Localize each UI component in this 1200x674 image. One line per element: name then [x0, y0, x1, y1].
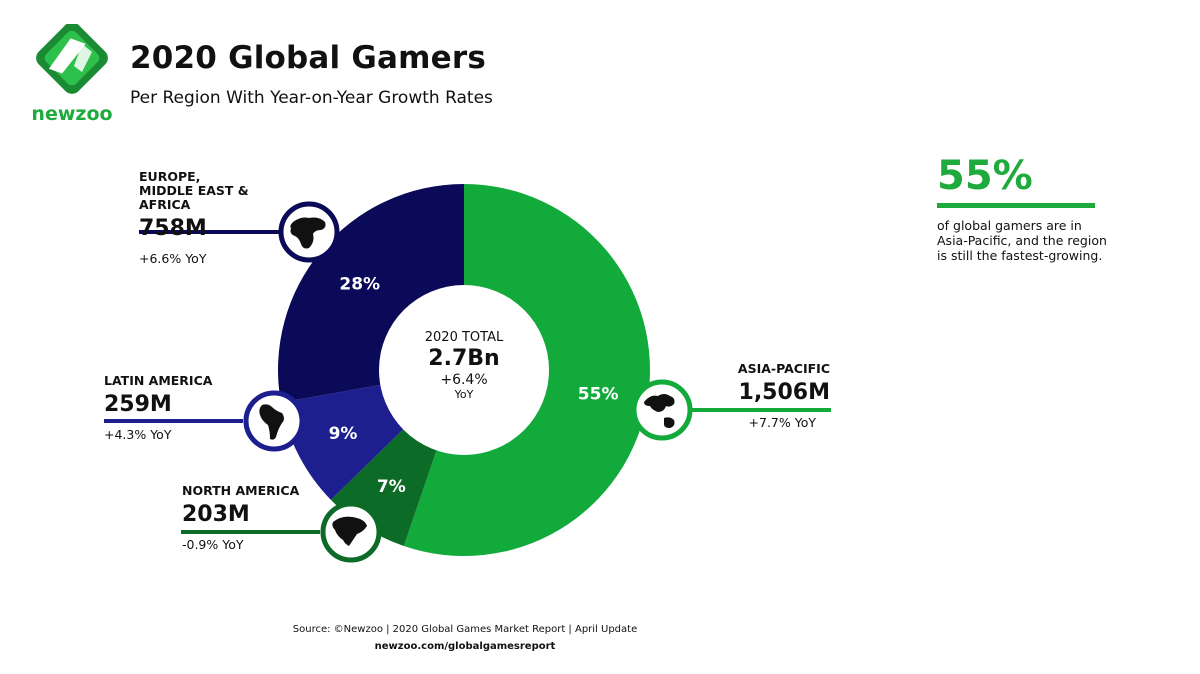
newzoo-logo: [36, 24, 108, 94]
source-note: Source: ©Newzoo | 2020 Global Games Mark…: [292, 624, 638, 635]
region-value: 203M: [182, 502, 250, 527]
center-growth: +6.4%: [440, 372, 488, 388]
region-growth: +7.7% YoY: [748, 415, 816, 430]
region-value: 259M: [104, 392, 172, 417]
callout-text: of global gamers are in Asia-Pacific, an…: [937, 218, 1107, 263]
center-total: 2020 TOTAL 2.7Bn +6.4% YoY: [384, 330, 544, 401]
source-url: newzoo.com/globalgamesreport: [374, 641, 556, 652]
slice-percent-label: 9%: [329, 424, 358, 444]
brand-name: newzoo: [31, 103, 113, 125]
region-latin-america: LATIN AMERICA 259M +4.3% YoY: [104, 373, 213, 443]
latin-america-map-icon: [243, 390, 305, 452]
region-name: LATIN AMERICA: [104, 373, 213, 388]
callout-bar: [937, 203, 1095, 208]
region-value: 1,506M: [738, 380, 830, 405]
region-emea: EUROPE, MIDDLE EAST & AFRICA 758M +6.6% …: [139, 169, 259, 267]
region-name: EUROPE, MIDDLE EAST & AFRICA: [139, 169, 249, 212]
asia-pacific-map-icon: [631, 379, 693, 441]
donut-hole: [379, 285, 549, 455]
region-growth: +4.3% YoY: [104, 427, 172, 442]
callout-percent: 55%: [937, 153, 1033, 199]
north-america-map-icon: [320, 501, 382, 563]
slice-percent-label: 7%: [377, 477, 406, 497]
center-label: 2020 TOTAL: [424, 330, 504, 345]
slice-percent-label: 55%: [578, 384, 619, 404]
region-name: ASIA-PACIFIC: [737, 361, 830, 376]
region-name: NORTH AMERICA: [182, 483, 300, 498]
center-value: 2.7Bn: [428, 346, 500, 371]
region-north-america: NORTH AMERICA 203M -0.9% YoY: [182, 483, 300, 553]
region-growth: +6.6% YoY: [139, 251, 207, 266]
page-subtitle: Per Region With Year-on-Year Growth Rate…: [130, 88, 493, 108]
region-value: 758M: [139, 216, 207, 241]
europe-africa-map-icon: [278, 201, 340, 263]
region-asia-pacific: ASIA-PACIFIC 1,506M +7.7% YoY: [700, 361, 830, 431]
slice-percent-label: 28%: [339, 275, 380, 295]
page-title: 2020 Global Gamers: [130, 40, 486, 76]
center-growth-unit: YoY: [454, 388, 474, 401]
region-growth: -0.9% YoY: [182, 537, 244, 552]
